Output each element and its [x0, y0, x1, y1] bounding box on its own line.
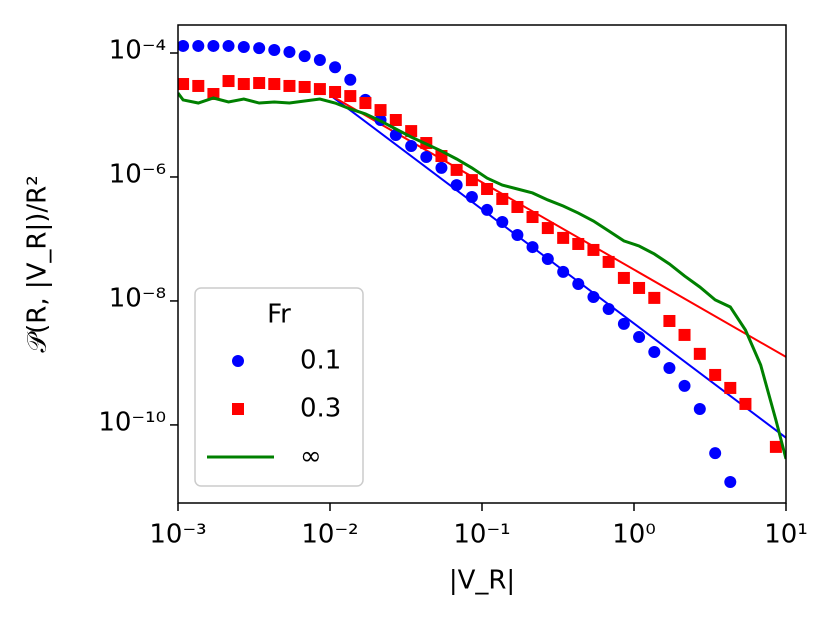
point [298, 50, 311, 63]
point [572, 277, 585, 290]
point [496, 215, 509, 228]
point [511, 200, 524, 213]
plot-area [178, 39, 786, 488]
point [693, 402, 706, 415]
point [253, 42, 266, 55]
point [253, 77, 266, 90]
point [572, 237, 585, 250]
point [268, 43, 281, 56]
point [481, 203, 494, 216]
point [465, 174, 478, 187]
point [602, 255, 615, 268]
x-tick-label: 10⁻¹ [453, 520, 510, 550]
point [178, 78, 190, 91]
point [678, 328, 691, 341]
point [222, 75, 235, 88]
point [344, 90, 357, 103]
point [237, 78, 250, 91]
legend-swatch [232, 403, 244, 415]
point [237, 40, 250, 53]
point [329, 61, 342, 74]
point [541, 253, 554, 266]
point [693, 347, 706, 360]
point [359, 97, 372, 110]
point [313, 54, 326, 67]
point [709, 368, 722, 381]
point [587, 290, 600, 303]
point [192, 79, 205, 92]
legend-frame [194, 287, 364, 487]
point [602, 303, 615, 316]
point [739, 397, 752, 410]
point [481, 182, 494, 195]
legend: Fr 0.1 0.3 ∞ [194, 287, 364, 487]
y-tick-label: 10⁻⁴ [109, 36, 166, 66]
series-line [178, 92, 786, 460]
point [268, 78, 281, 91]
y-tick-label: 10⁻¹⁰ [98, 407, 166, 437]
point [526, 241, 539, 254]
point [557, 265, 570, 278]
point [526, 211, 539, 224]
y-tick-label: 10⁻⁸ [109, 283, 166, 313]
point [648, 291, 661, 304]
point [222, 39, 235, 52]
point [450, 179, 463, 192]
point [207, 88, 220, 101]
point [511, 228, 524, 241]
point [541, 222, 554, 235]
point [450, 163, 463, 176]
point [405, 140, 418, 153]
point [420, 151, 433, 164]
point [663, 314, 676, 327]
point [724, 475, 737, 488]
point [283, 79, 296, 92]
point [617, 317, 630, 330]
x-tick-label: 10⁻² [301, 520, 358, 550]
point [633, 281, 646, 294]
point [374, 104, 387, 117]
point [663, 361, 676, 374]
point [709, 447, 722, 460]
x-tick-label: 10⁻³ [149, 520, 206, 550]
point [724, 381, 737, 394]
point [587, 243, 600, 256]
x-tick-label: 10⁰ [612, 520, 656, 550]
point [769, 440, 782, 453]
y-tick-label: 10⁻⁶ [109, 159, 166, 189]
x-axis-label: |V_R| [449, 566, 515, 596]
legend-swatch [232, 355, 244, 367]
point [207, 39, 220, 52]
legend-title: Fr [267, 300, 291, 330]
point [496, 192, 509, 205]
point [178, 39, 190, 52]
point [192, 39, 205, 52]
point [465, 191, 478, 204]
point [557, 231, 570, 244]
point [298, 80, 311, 93]
x-tick-label: 10¹ [764, 520, 808, 550]
legend-label: 0.1 [300, 346, 341, 376]
legend-label: ∞ [300, 442, 322, 472]
point [344, 73, 357, 86]
point [389, 114, 402, 127]
point [313, 83, 326, 96]
point [283, 45, 296, 58]
point [435, 161, 448, 174]
plot-frame [177, 24, 787, 504]
point [617, 271, 630, 284]
fit-line [329, 94, 786, 358]
legend-label: 0.3 [300, 394, 341, 424]
y-axis-label: 𝒫(R, |V_R|)/R² [23, 175, 53, 352]
point [329, 85, 342, 98]
point [678, 379, 691, 392]
point [633, 331, 646, 344]
point [648, 346, 661, 359]
